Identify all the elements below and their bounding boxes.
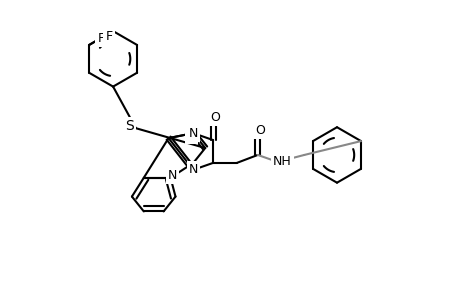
Text: N: N xyxy=(188,163,198,176)
Text: NH: NH xyxy=(273,155,291,168)
Text: F: F xyxy=(97,32,104,44)
Text: O: O xyxy=(254,124,264,137)
Text: F: F xyxy=(105,30,112,43)
Text: N: N xyxy=(188,127,198,140)
Text: O: O xyxy=(210,111,219,124)
Text: N: N xyxy=(186,129,196,142)
Text: N: N xyxy=(168,169,177,182)
Text: S: S xyxy=(125,119,134,133)
